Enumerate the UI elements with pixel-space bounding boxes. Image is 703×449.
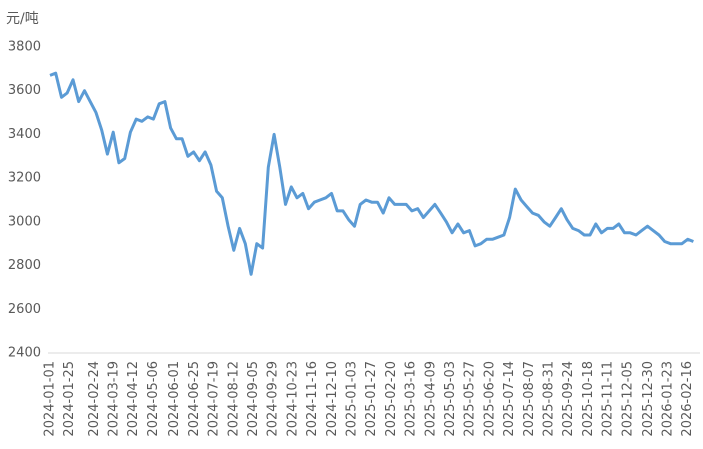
y-axis-label: 元/吨 (6, 11, 39, 27)
x-tick-label: 2024-08-12 (226, 361, 241, 437)
x-tick-label: 2025-01-27 (364, 361, 379, 437)
x-tick-label: 2025-05-27 (463, 361, 478, 437)
x-tick-label: 2024-05-06 (146, 361, 161, 437)
x-tick-label: 2026-01-23 (660, 361, 675, 437)
x-tick-label: 2024-04-12 (126, 361, 141, 437)
series-line (49, 71, 694, 276)
x-tick-label: 2025-02-20 (384, 361, 399, 437)
y-tick-label: 2600 (8, 302, 41, 317)
x-tick-label: 2025-09-24 (561, 361, 576, 437)
x-tick-label: 2024-02-24 (87, 361, 102, 437)
x-tick-label: 2025-10-18 (581, 361, 596, 437)
x-tick-label: 2024-10-23 (285, 361, 300, 437)
x-tick-label: 2024-06-25 (187, 361, 202, 437)
x-tick-label: 2025-06-20 (482, 361, 497, 437)
x-tick-label: 2025-03-16 (404, 361, 419, 437)
y-tick-label: 3000 (8, 214, 41, 229)
y-tick-label: 3600 (8, 83, 41, 98)
x-tick-label: 2024-12-10 (325, 361, 340, 437)
x-tick-label: 2025-05-03 (443, 361, 458, 437)
x-tick-label: 2025-08-31 (541, 361, 556, 437)
y-tick-label: 3400 (8, 127, 41, 142)
x-tick-label: 2024-01-01 (43, 361, 58, 437)
x-tick-label: 2025-07-14 (502, 361, 517, 437)
y-tick-label: 2400 (8, 346, 41, 361)
x-tick-label: 2024-11-16 (305, 361, 320, 437)
x-tick-label: 2024-09-29 (266, 361, 281, 437)
y-tick-label: 3200 (8, 171, 41, 186)
y-tick-label: 2800 (8, 258, 41, 273)
x-tick-label: 2025-01-03 (345, 361, 360, 437)
y-tick-label: 3800 (8, 40, 41, 55)
x-tick-label: 2025-04-09 (423, 361, 438, 437)
x-tick-label: 2024-01-25 (62, 361, 77, 437)
x-tick-label: 2024-09-05 (246, 361, 261, 437)
x-tick-label: 2026-02-16 (680, 361, 695, 437)
x-tick-label: 2024-06-01 (167, 361, 182, 437)
x-tick-label: 2025-11-11 (601, 361, 616, 437)
x-tick-label: 2025-12-05 (620, 361, 635, 437)
x-tick-label: 2025-12-30 (641, 361, 656, 437)
x-tick-label: 2024-03-19 (107, 361, 122, 437)
x-tick-label: 2025-08-07 (522, 361, 537, 437)
x-tick-label: 2024-07-19 (207, 361, 222, 437)
